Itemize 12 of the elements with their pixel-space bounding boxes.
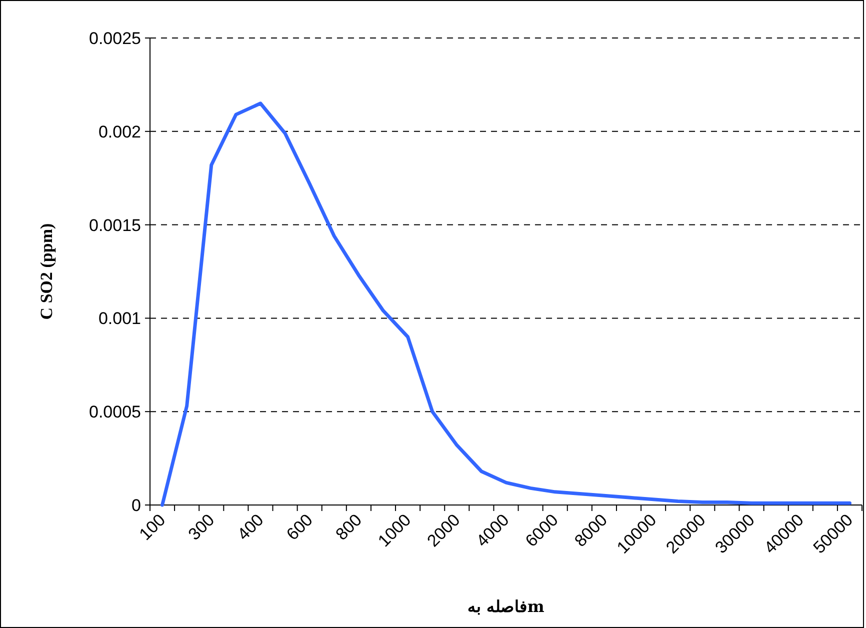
y-axis-title: C SO2 (ppm)	[37, 223, 56, 320]
y-tick-label: 0.0015	[89, 216, 141, 235]
x-tick-label: 300	[184, 510, 218, 544]
line-series	[160, 102, 852, 507]
x-tick-label: 600	[282, 510, 316, 544]
x-axis-title: فاصله بهm	[468, 597, 544, 616]
x-tick-label: 400	[234, 510, 268, 544]
x-tick-label: 800	[332, 510, 366, 544]
y-tick-label: 0.002	[98, 122, 141, 142]
y-tick-label: 0.0005	[89, 402, 141, 422]
y-tick-label: 0.001	[98, 309, 141, 328]
y-tick-label: 0.0025	[89, 29, 141, 48]
